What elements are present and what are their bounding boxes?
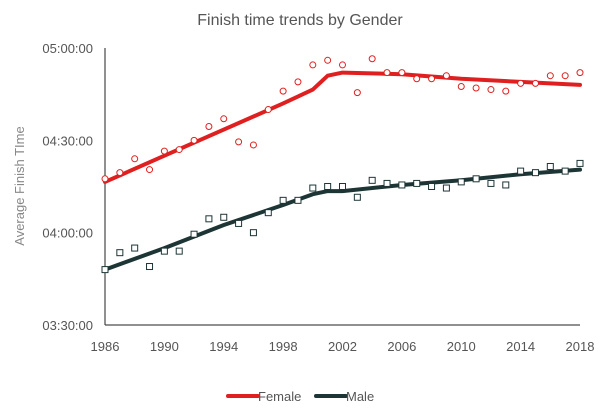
data-point-female [398, 69, 406, 77]
data-point-female [294, 78, 302, 86]
data-point-male [502, 181, 510, 189]
data-point-female [235, 138, 243, 146]
data-point-male [368, 176, 376, 184]
data-point-male [146, 263, 154, 271]
x-tick-label: 2010 [447, 339, 476, 354]
data-point-male [235, 219, 243, 227]
data-point-male [517, 167, 525, 175]
chart-title: Finish time trends by Gender [197, 12, 403, 29]
data-point-male [472, 175, 480, 183]
legend-label-male: Male [346, 389, 374, 404]
data-point-male [576, 159, 584, 167]
data-point-male [175, 247, 183, 255]
x-tick-label: 2002 [328, 339, 357, 354]
data-point-male [116, 249, 124, 257]
data-point-female [190, 136, 198, 144]
data-point-female [131, 155, 139, 163]
trend-line-male [103, 167, 582, 272]
x-tick-label: 1986 [91, 339, 120, 354]
y-tick-label: 03:30:00 [42, 318, 93, 333]
data-point-female [428, 75, 436, 83]
data-point-female [101, 175, 109, 183]
data-point-female [561, 72, 569, 80]
data-point-female [205, 122, 213, 130]
data-point-male [131, 244, 139, 252]
data-point-male [457, 178, 465, 186]
data-point-female [517, 79, 525, 87]
y-axis-label: Average Finish TIme [12, 126, 27, 245]
data-point-male [190, 230, 198, 238]
data-point-female [457, 82, 465, 90]
data-point-female [175, 146, 183, 154]
data-point-female [472, 84, 480, 92]
data-point-male [531, 169, 539, 177]
data-point-female [531, 79, 539, 87]
x-tick-label: 2014 [506, 339, 535, 354]
data-point-female [220, 115, 228, 123]
data-point-male [294, 196, 302, 204]
data-point-female [146, 166, 154, 174]
data-point-male [339, 183, 346, 190]
legend-label-female: Female [258, 389, 301, 404]
data-point-female [413, 75, 421, 83]
data-point-female [309, 61, 317, 69]
data-point-female [368, 55, 376, 63]
data-point-female [249, 141, 257, 149]
data-point-male [160, 247, 168, 255]
data-point-female [116, 169, 124, 177]
data-point-male [561, 167, 569, 175]
data-point-female [502, 87, 510, 95]
data-point-female [339, 61, 346, 69]
data-point-female [353, 89, 361, 97]
data-point-female [487, 86, 495, 94]
data-point-female [442, 72, 450, 80]
trend-line-female [103, 70, 582, 184]
data-point-male [353, 193, 361, 201]
data-point-female [546, 72, 554, 80]
x-tick-label: 1990 [150, 339, 179, 354]
data-point-male [220, 213, 228, 221]
data-point-female [576, 69, 584, 77]
data-point-male [398, 181, 406, 189]
data-point-female [264, 106, 272, 114]
x-tick-label: 1994 [209, 339, 238, 354]
x-tick-label: 1998 [269, 339, 298, 354]
y-tick-label: 05:00:00 [42, 41, 93, 56]
data-point-male [324, 183, 332, 190]
data-point-male [279, 196, 287, 204]
data-point-male [264, 209, 272, 217]
data-point-male [487, 179, 495, 187]
data-point-female [324, 56, 332, 64]
data-point-male [442, 184, 450, 192]
data-point-male [413, 179, 421, 187]
data-point-male [428, 183, 436, 190]
data-point-female [279, 87, 287, 95]
data-point-male [383, 179, 391, 187]
x-tick-label: 2018 [566, 339, 595, 354]
data-point-male [205, 215, 213, 223]
data-point-female [383, 69, 391, 77]
data-point-male [101, 266, 109, 274]
data-point-female [160, 147, 168, 155]
data-point-male [309, 184, 317, 192]
x-tick-label: 2006 [387, 339, 416, 354]
y-tick-label: 04:00:00 [42, 226, 93, 241]
data-point-male [546, 162, 554, 170]
data-point-male [249, 229, 257, 237]
y-tick-label: 04:30:00 [42, 133, 93, 148]
